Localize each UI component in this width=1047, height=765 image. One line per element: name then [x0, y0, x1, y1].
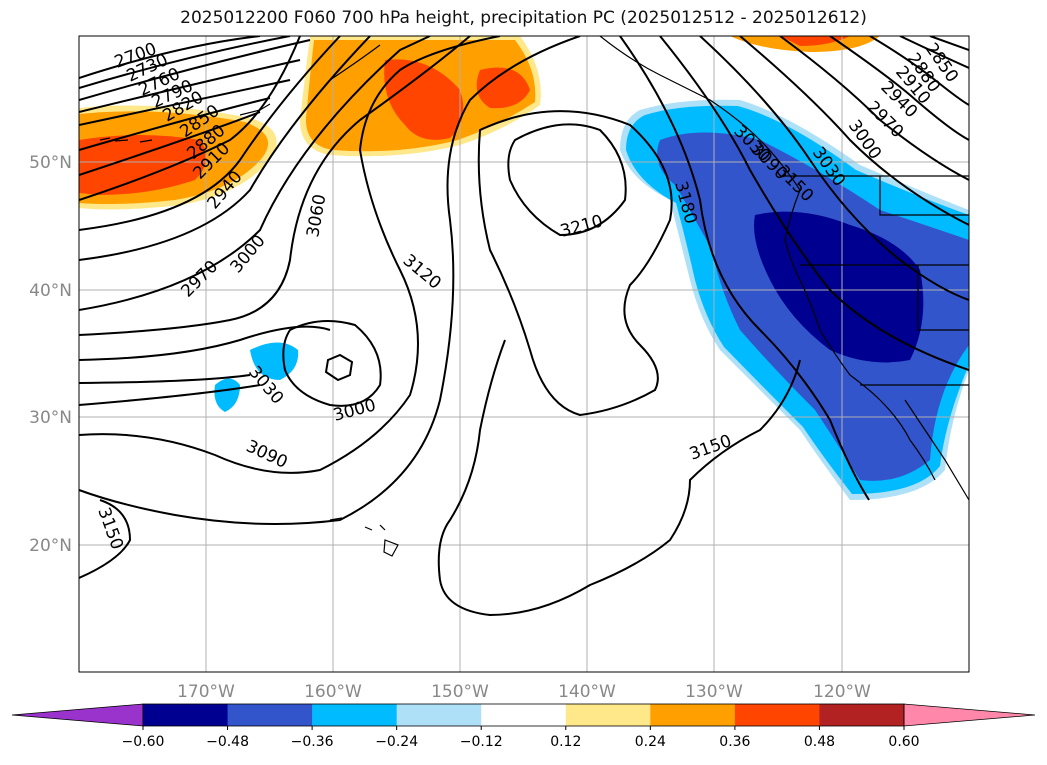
colorbar-extend-high — [903, 703, 1036, 727]
colorbar-tick-label: −0.12 — [460, 734, 503, 750]
colorbar-tick-label: −0.36 — [291, 734, 334, 750]
lon-tick-label: 150°W — [431, 682, 489, 702]
lon-tick-label: 170°W — [177, 682, 235, 702]
colorbar-extend-low — [11, 703, 144, 727]
colorbar — [11, 703, 1036, 727]
precip-positive-fill — [79, 36, 880, 210]
colorbar-swatch — [819, 704, 905, 726]
lat-tick-label: 40°N — [29, 281, 72, 301]
colorbar-tick-label: −0.48 — [206, 734, 249, 750]
lon-tick-label: 130°W — [685, 682, 743, 702]
colorbar-tick-label: −0.24 — [375, 734, 418, 750]
lat-tick-label: 30°N — [29, 408, 72, 428]
lat-tick-label: 20°N — [29, 536, 72, 556]
coastlines — [99, 36, 969, 557]
lat-tick-labels: 50°N 40°N 30°N 20°N — [29, 153, 72, 556]
colorbar-tick-label: 0.60 — [888, 734, 919, 750]
lon-tick-label: 160°W — [304, 682, 362, 702]
colorbar-swatch — [143, 704, 229, 726]
lat-tick-label: 50°N — [29, 153, 72, 173]
colorbar-swatch — [227, 704, 313, 726]
lon-tick-label: 140°W — [558, 682, 616, 702]
colorbar-swatch — [312, 704, 398, 726]
lon-tick-labels: 170°W 160°W 150°W 140°W 130°W 120°W — [177, 682, 871, 702]
map-area: 2700 2730 2760 2790 2820 2850 2880 2910 … — [79, 36, 969, 672]
colorbar-tick-label: 0.12 — [550, 734, 581, 750]
colorbar-ticks: −0.60 −0.48 −0.36 −0.24 −0.12 0.12 0.24 0.36 0.4… — [122, 726, 920, 750]
map-gridlines — [79, 36, 969, 672]
colorbar-swatch — [650, 704, 736, 726]
colorbar-tick-label: 0.48 — [804, 734, 835, 750]
map-title: 2025012200 F060 700 hPa height, precipit… — [180, 8, 867, 28]
precip-negative-fill — [214, 99, 969, 500]
colorbar-swatch — [481, 704, 567, 726]
colorbar-swatch — [396, 704, 482, 726]
colorbar-tick-label: 0.24 — [635, 734, 666, 750]
colorbar-tick-label: 0.36 — [719, 734, 750, 750]
lon-tick-label: 120°W — [813, 682, 871, 702]
height-contours — [79, 36, 969, 617]
colorbar-swatch — [734, 704, 820, 726]
colorbar-swatch — [565, 704, 651, 726]
colorbar-frame — [142, 703, 905, 727]
colorbar-tick-label: −0.60 — [122, 734, 165, 750]
map-frame — [78, 35, 970, 673]
